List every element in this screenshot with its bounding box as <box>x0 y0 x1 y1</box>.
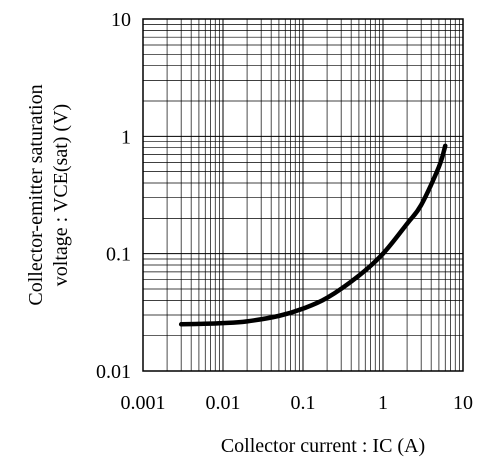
y-tick-labels: 0.01 0.1 1 10 <box>96 9 131 383</box>
x-tick-label: 1 <box>378 392 388 414</box>
y-axis-title-line1: Collector-emitter saturation <box>25 84 47 305</box>
x-axis-title: Collector current : IC (A) <box>221 435 425 457</box>
y-axis-title-line2: voltage : VCE(sat) (V) <box>50 104 72 286</box>
y-tick-label: 0.1 <box>106 244 131 266</box>
y-tick-label: 0.01 <box>96 361 131 383</box>
y-axis-title: Collector-emitter saturation voltage : V… <box>25 84 72 305</box>
x-tick-label: 0.1 <box>291 392 316 414</box>
grid <box>142 19 463 372</box>
x-tick-labels: 0.001 0.01 0.1 1 10 <box>121 392 474 414</box>
x-tick-label: 10 <box>453 392 473 414</box>
series-layer <box>178 143 448 327</box>
x-tick-label: 0.01 <box>206 392 241 414</box>
y-tick-label: 10 <box>111 9 131 31</box>
x-tick-label: 0.001 <box>121 392 166 414</box>
plot-area <box>142 18 464 372</box>
y-tick-label: 1 <box>121 126 131 148</box>
series-line <box>178 143 448 327</box>
